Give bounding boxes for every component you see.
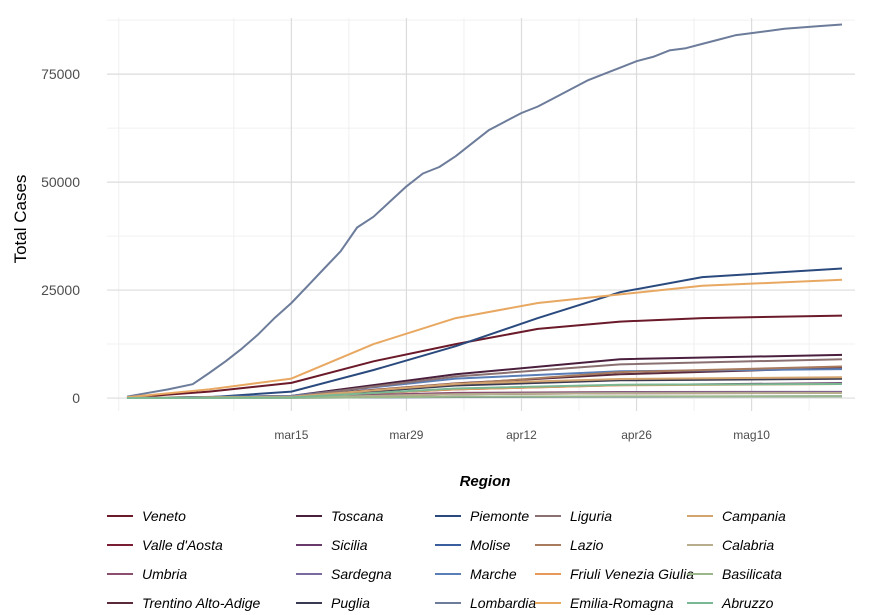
legend-label: Umbria: [142, 566, 187, 582]
x-axis-ticks: mar15 mar29 apr12 apr26 mag10: [274, 428, 770, 442]
legend-label: Basilicata: [722, 566, 782, 582]
legend-label: Trentino Alto-Adige: [142, 595, 260, 611]
series-line: [126, 267, 843, 399]
legend-label: Piemonte: [470, 508, 529, 524]
legend-label: Sardegna: [331, 566, 392, 582]
x-tick-label: apr12: [506, 428, 537, 442]
y-axis-label: Total Cases: [11, 175, 30, 264]
series-line: [126, 23, 843, 398]
legend-label: Puglia: [331, 595, 370, 611]
legend-label: Valle d'Aosta: [142, 537, 223, 553]
plot-panel: [107, 18, 855, 411]
x-tick-label: mag10: [733, 428, 770, 442]
grid: [107, 18, 855, 411]
legend-label: Friuli Venezia Giulia: [570, 566, 694, 582]
series-line: [126, 383, 843, 399]
y-tick-label: 50000: [41, 174, 80, 190]
legend-label: Lazio: [570, 537, 604, 553]
legend-title: Region: [460, 473, 511, 490]
y-axis-ticks: 0 25000 50000 75000: [41, 66, 80, 406]
y-tick-label: 25000: [41, 282, 80, 298]
x-tick-label: apr26: [621, 428, 652, 442]
legend-label: Liguria: [570, 508, 612, 524]
legend-label: Lombardia: [470, 595, 536, 611]
legend-label: Veneto: [142, 508, 186, 524]
series-line: [126, 278, 843, 399]
legend-label: Calabria: [722, 537, 774, 553]
legend-label: Sicilia: [331, 537, 368, 553]
legend-label: Molise: [470, 537, 511, 553]
legend-label: Abruzzo: [721, 595, 774, 611]
x-tick-label: mar29: [389, 428, 423, 442]
x-tick-label: mar15: [274, 428, 308, 442]
legend-label: Campania: [722, 508, 786, 524]
legend: Veneto Valle d'Aosta Umbria Trentino Alto-A…: [107, 508, 786, 611]
y-tick-label: 0: [72, 390, 80, 406]
legend-label: Toscana: [331, 508, 384, 524]
series-lines: [126, 23, 843, 399]
y-tick-label: 75000: [41, 66, 80, 82]
legend-label: Emilia-Romagna: [570, 595, 674, 611]
legend-label: Marche: [470, 566, 517, 582]
series-line: [126, 314, 843, 399]
